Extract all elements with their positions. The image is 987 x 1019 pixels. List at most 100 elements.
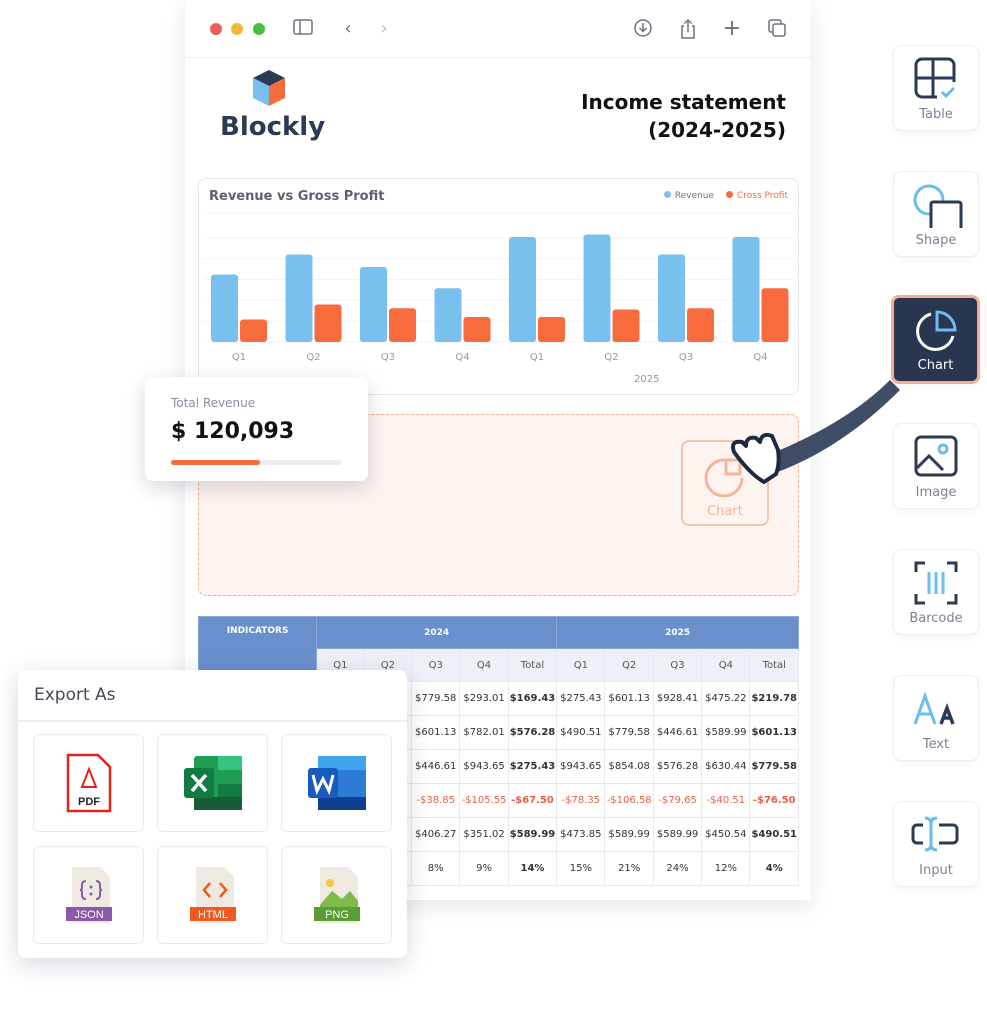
tabs-icon[interactable] (766, 18, 788, 40)
table-cell: 8% (411, 851, 461, 886)
bar-revenue[interactable] (434, 288, 462, 342)
legend-profit: Cross Profit (725, 191, 788, 201)
table-cell: $219.78 (749, 681, 799, 716)
bar-profit[interactable] (612, 309, 640, 343)
table-cell: 24% (652, 851, 703, 886)
download-icon[interactable] (632, 18, 654, 40)
image-icon (914, 435, 958, 477)
bar-profit[interactable] (463, 317, 491, 342)
table-cell: 9% (459, 851, 509, 886)
tool-table[interactable]: Table (893, 45, 979, 131)
table-cell: $779.58 (411, 681, 461, 716)
export-excel-button[interactable] (157, 734, 268, 832)
x-tick-label: Q2 (306, 352, 320, 363)
table-cell: $450.54 (701, 817, 751, 852)
html-label: HTML (198, 909, 228, 921)
png-file-icon: PNG (313, 867, 360, 923)
bar-profit[interactable] (761, 288, 789, 342)
tool-image[interactable]: Image (893, 423, 979, 509)
export-html-button[interactable]: HTML (157, 846, 268, 944)
blockly-logo-icon (253, 70, 285, 106)
export-word-button[interactable] (281, 734, 392, 832)
tool-text[interactable]: Text (893, 675, 979, 761)
bar-profit[interactable] (314, 304, 342, 343)
minimize-button[interactable] (231, 23, 243, 35)
tool-chart[interactable]: Chart (891, 295, 980, 384)
total-revenue-label: Total Revenue (171, 396, 256, 410)
sidebar-icon[interactable] (292, 18, 314, 40)
table-cell: $275.43 (507, 749, 558, 784)
table-cell: $406.27 (411, 817, 461, 852)
table-cell: -$105.55 (459, 783, 509, 818)
tool-shape[interactable]: Shape (893, 171, 979, 257)
table-cell: $782.01 (459, 715, 509, 750)
x-tick-label: Q3 (679, 352, 693, 363)
export-json-button[interactable]: JSON (33, 846, 144, 944)
input-icon (911, 816, 959, 852)
table-cell: -$78.35 (556, 783, 606, 818)
json-label: JSON (74, 909, 103, 921)
quarter-header: Total (749, 648, 799, 682)
export-panel: Export As PDF JSON HTML PNG (18, 670, 407, 958)
legend-revenue: Revenue (663, 191, 714, 201)
table-cell: $601.13 (749, 715, 799, 750)
table-cell: $779.58 (604, 715, 654, 750)
revenue-progress-track (171, 460, 342, 465)
back-icon[interactable]: ‹ (344, 18, 352, 39)
pdf-label: PDF (78, 796, 100, 808)
export-png-button[interactable]: PNG (281, 846, 392, 944)
barcode-icon (914, 561, 958, 605)
legend-revenue-label: Revenue (674, 191, 714, 201)
quarter-header: Q1 (556, 648, 606, 682)
bar-revenue[interactable] (509, 237, 536, 342)
year-header: 2024 (316, 616, 558, 649)
bar-profit[interactable] (538, 317, 565, 342)
tool-label: Chart (917, 358, 954, 373)
total-revenue-card: Total Revenue $ 120,093 (145, 377, 368, 481)
table-cell: $490.51 (749, 817, 799, 852)
table-cell: $473.85 (556, 817, 606, 852)
table-cell: $446.61 (411, 749, 461, 784)
bar-revenue[interactable] (732, 237, 760, 342)
bar-revenue[interactable] (360, 267, 387, 342)
png-label: PNG (325, 909, 349, 921)
table-cell: $589.99 (652, 817, 703, 852)
tool-input[interactable]: Input (893, 801, 979, 887)
close-button[interactable] (210, 23, 222, 35)
bar-profit[interactable] (240, 319, 267, 343)
bar-revenue[interactable] (211, 274, 238, 343)
tool-label: Input (919, 863, 953, 878)
table-cell: 12% (701, 851, 751, 886)
table-cell: $943.65 (459, 749, 509, 784)
quarter-header: Q4 (459, 648, 509, 682)
json-file-icon: JSON (65, 867, 112, 923)
tool-label: Image (915, 485, 957, 500)
total-revenue-value: $ 120,093 (171, 419, 295, 444)
word-icon (307, 756, 366, 810)
bar-profit[interactable] (687, 308, 714, 342)
table-cell: -$106.58 (604, 783, 654, 818)
ghost-label: Chart (707, 504, 743, 519)
table-cell: $275.43 (556, 681, 606, 716)
table-cell: $630.44 (701, 749, 751, 784)
table-cell: $475.22 (701, 681, 751, 716)
share-icon[interactable] (677, 18, 699, 40)
revenue-chart[interactable]: Q1 Q2 Q3 Q4 Q1 Q2 Q3 Q4 Revenue vs Gross Profit… (198, 178, 799, 395)
table-cell: $576.28 (507, 715, 558, 750)
export-pdf-button[interactable]: PDF (33, 734, 144, 832)
bar-profit[interactable] (389, 308, 416, 342)
x-tick-label: Q3 (381, 352, 395, 363)
tool-label: Table (919, 107, 953, 122)
bar-revenue[interactable] (583, 234, 611, 343)
forward-icon[interactable]: › (380, 18, 388, 39)
x-tick-label: Q4 (753, 352, 767, 363)
tool-barcode[interactable]: Barcode (893, 549, 979, 635)
html-file-icon: HTML (189, 867, 236, 923)
table-cell: 15% (556, 851, 606, 886)
plus-icon[interactable]: + (722, 16, 742, 41)
bar-revenue[interactable] (658, 254, 685, 343)
chart-icon (915, 310, 957, 351)
bar-revenue[interactable] (285, 254, 313, 343)
maximize-button[interactable] (253, 23, 265, 35)
x-tick-label: Q1 (530, 352, 544, 363)
